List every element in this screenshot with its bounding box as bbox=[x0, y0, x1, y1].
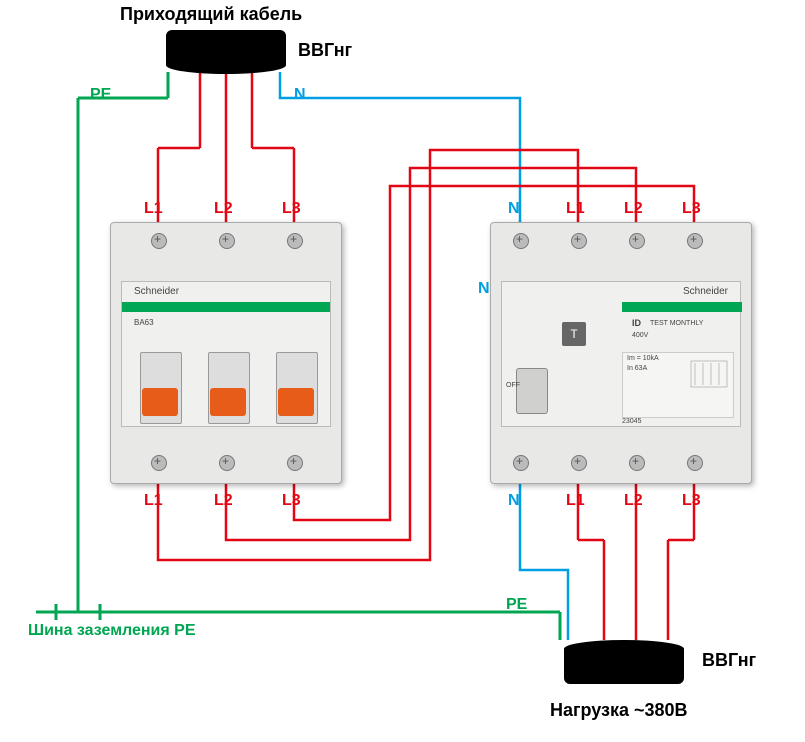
rcd-bottom-l1: L1 bbox=[566, 492, 585, 510]
breaker-top-l1: L1 bbox=[144, 200, 163, 218]
incoming-cable-title: Приходящий кабель bbox=[120, 4, 302, 25]
rcd-top-l3: L3 bbox=[682, 200, 701, 218]
rcd-top-n: N bbox=[508, 200, 520, 218]
rcd-model: ID bbox=[632, 318, 641, 328]
rcd-top-l2: L2 bbox=[624, 200, 643, 218]
breaker-bottom-l2: L2 bbox=[214, 492, 233, 510]
rcd-bottom-l2: L2 bbox=[624, 492, 643, 510]
circuit-breaker: Schneider BA63 bbox=[110, 222, 342, 484]
breaker-bottom-l1: L1 bbox=[144, 492, 163, 510]
breaker-bottom-l3: L3 bbox=[282, 492, 301, 510]
pe-label-bottom: PE bbox=[506, 596, 527, 614]
breaker-brand: Schneider bbox=[134, 286, 179, 297]
breaker-model: BA63 bbox=[134, 318, 154, 327]
rcd-device: Schneider ID TEST MONTHLY 400V T OFF Im … bbox=[490, 222, 752, 484]
breaker-top-l3: L3 bbox=[282, 200, 301, 218]
rcd-toggle[interactable] bbox=[516, 368, 548, 414]
breaker-toggle[interactable] bbox=[278, 388, 314, 416]
incoming-cable-block bbox=[166, 30, 286, 74]
outgoing-cable-block bbox=[564, 640, 684, 684]
breaker-toggle[interactable] bbox=[142, 388, 178, 416]
rcd-bottom-l3: L3 bbox=[682, 492, 701, 510]
rcd-bottom-n: N bbox=[508, 492, 520, 510]
load-label: Нагрузка ~380В bbox=[550, 700, 688, 721]
cable-type-top: ВВГнг bbox=[298, 40, 352, 61]
rcd-top-l1: L1 bbox=[566, 200, 585, 218]
rcd-mid-n: N bbox=[478, 280, 490, 298]
pe-label-top: PE bbox=[90, 86, 111, 104]
rcd-test-button[interactable]: T bbox=[562, 322, 586, 346]
ground-bus-label: Шина заземления PE bbox=[28, 622, 196, 640]
cable-type-bottom: ВВГнг bbox=[702, 650, 756, 671]
n-label-top: N bbox=[294, 86, 306, 104]
breaker-top-l2: L2 bbox=[214, 200, 233, 218]
rcd-brand: Schneider bbox=[683, 286, 728, 297]
breaker-toggle[interactable] bbox=[210, 388, 246, 416]
